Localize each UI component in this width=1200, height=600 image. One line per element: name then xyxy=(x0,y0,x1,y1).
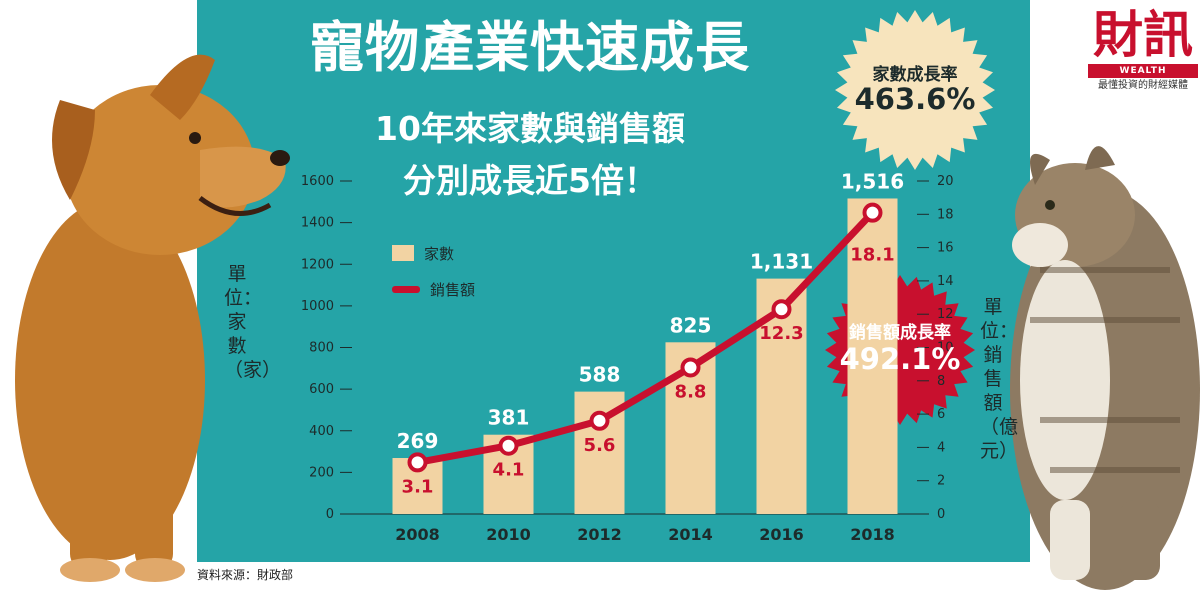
chart-subtitle-line1: 10年來家數與銷售額 xyxy=(375,109,685,148)
data-source: 資料來源：財政部 xyxy=(197,568,294,582)
right-tick-label: 8 xyxy=(937,374,945,389)
legend-label-line: 銷售額 xyxy=(430,280,476,299)
sales-point xyxy=(498,435,519,456)
sales-point xyxy=(771,299,792,320)
left-tick-label: 1000 xyxy=(301,299,334,314)
right-tick-label: 10 xyxy=(937,341,954,356)
x-tick-label: 2014 xyxy=(668,525,713,544)
bar-value-label: 381 xyxy=(488,406,530,430)
left-tick-label: 600 xyxy=(309,382,334,397)
household-growth-value: 463.6% xyxy=(854,82,976,116)
sales-point xyxy=(862,202,883,223)
chart-title: 寵物產業快速成長 xyxy=(310,16,750,79)
bar-value-label: 1,131 xyxy=(750,250,813,274)
bar xyxy=(847,198,898,515)
sales-point xyxy=(680,357,701,378)
data-labels: 269 381 588 825 1,131 1,516 3.1 4.1 5.6 8.8 12.3 18… xyxy=(397,169,905,497)
bar-value-label: 269 xyxy=(397,429,439,453)
legend-swatch-bar xyxy=(392,245,414,261)
x-tick-label: 2012 xyxy=(577,525,622,544)
bar-value-label: 1,516 xyxy=(841,169,904,193)
sales-point xyxy=(407,452,428,473)
sales-value-label: 4.1 xyxy=(493,460,525,481)
left-tick-label: 800 xyxy=(309,341,334,356)
sales-value-label: 3.1 xyxy=(402,476,434,497)
sales-value-label: 12.3 xyxy=(759,323,803,344)
left-tick-label: 0 xyxy=(326,507,334,522)
right-axis-label: 單位：銷售額（億元） xyxy=(980,296,1019,462)
logo-band: WEALTH MAGAZINE xyxy=(1088,64,1198,90)
right-tick-label: 4 xyxy=(937,440,945,455)
x-tick-label: 2008 xyxy=(395,525,440,544)
bar-value-label: 588 xyxy=(579,363,621,387)
household-growth-title: 家數成長率 xyxy=(872,65,958,85)
legend: 家數 銷售額 xyxy=(392,240,475,312)
sales-line xyxy=(407,202,883,473)
legend-label-bar: 家數 xyxy=(424,244,455,263)
right-tick-label: 20 xyxy=(937,174,954,189)
sales-growth-value: 492.1% xyxy=(839,342,961,376)
x-tick-label: 2010 xyxy=(486,525,531,544)
right-tick-label: 2 xyxy=(937,474,945,489)
x-tick-label: 2016 xyxy=(759,525,804,544)
bar-value-label: 825 xyxy=(670,313,712,337)
wealth-magazine-logo: 財訊 WEALTH MAGAZINE 最懂投資的財經媒體 xyxy=(1088,6,1198,92)
legend-item-line: 銷售額 xyxy=(392,276,475,302)
left-tick-label: 200 xyxy=(309,465,334,480)
right-tick-label: 14 xyxy=(937,274,954,289)
logo-tagline: 最懂投資的財經媒體 xyxy=(1098,80,1188,91)
right-tick-label: 12 xyxy=(937,307,954,322)
right-tick-label: 0 xyxy=(937,507,945,522)
logo-mark: 財訊 xyxy=(1093,5,1193,64)
sales-value-label: 18.1 xyxy=(850,245,894,266)
legend-swatch-line xyxy=(392,285,420,293)
right-tick-label: 18 xyxy=(937,207,954,222)
left-tick-label: 400 xyxy=(309,424,334,439)
sales-value-label: 5.6 xyxy=(584,435,616,456)
right-tick-label: 6 xyxy=(937,407,945,422)
left-tick-label: 1200 xyxy=(301,257,334,272)
legend-item-bar: 家數 xyxy=(392,240,475,266)
left-tick-label: 1600 xyxy=(301,174,334,189)
sales-point xyxy=(589,410,610,431)
left-axis-label: 單位：家數（家） xyxy=(224,263,281,381)
axes: 0 200 400 600 800 1000 1200 1400 1600 0 2 4 6 8 10 12 14… xyxy=(301,174,954,544)
x-tick-label: 2018 xyxy=(850,525,895,544)
sales-growth-title: 銷售額成長率 xyxy=(849,323,951,343)
sales-value-label: 8.8 xyxy=(675,381,707,402)
right-tick-label: 16 xyxy=(937,241,954,256)
sales-line-path xyxy=(414,209,876,466)
chart-subtitle-line2: 分別成長近5倍！ xyxy=(403,161,657,200)
household-growth-badge xyxy=(835,10,995,170)
left-tick-label: 1400 xyxy=(301,216,334,231)
